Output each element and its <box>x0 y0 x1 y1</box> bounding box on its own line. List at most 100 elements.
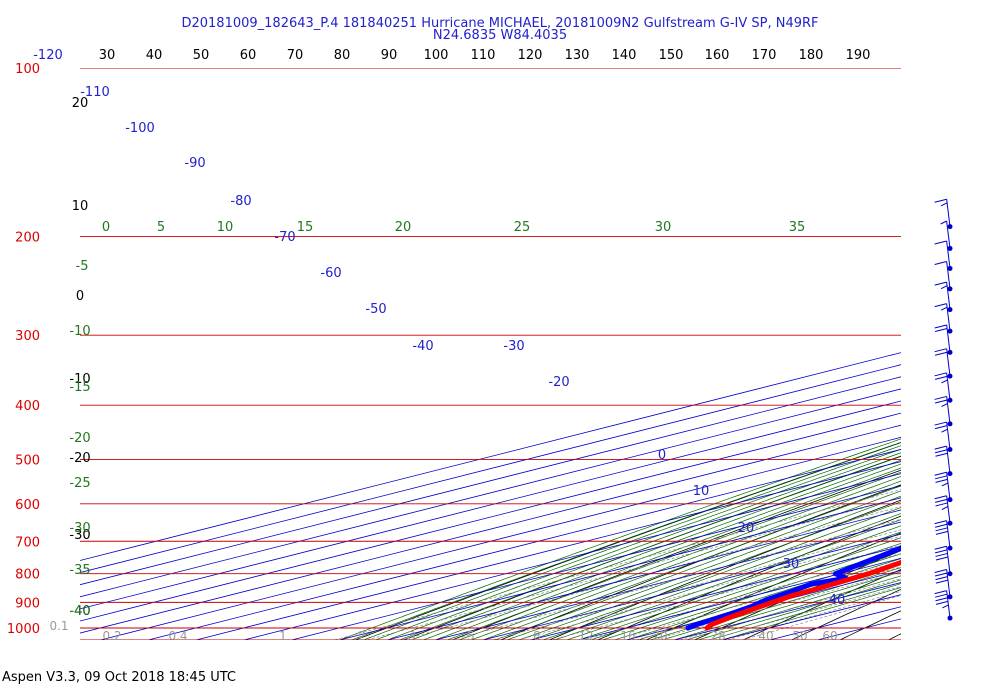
mixing-ratio-label: 0.1 <box>49 619 68 633</box>
wind-barb-feather <box>934 260 947 265</box>
mixing-ratio-label: 20 <box>652 629 667 643</box>
isobars <box>80 68 901 640</box>
mixing-ratio-line <box>679 578 901 640</box>
wind-barb-feather <box>934 303 947 308</box>
wind-barb-staff <box>946 372 951 401</box>
wind-barb <box>934 590 953 621</box>
wind-barb <box>934 495 953 526</box>
wind-barb-feather <box>934 445 947 450</box>
top-axis-label: 170 <box>752 48 777 63</box>
pressure-tick-label: 900 <box>15 596 40 611</box>
isotherm-label: 0 <box>658 448 666 463</box>
moist-adiabats <box>339 438 901 640</box>
wind-barb-feather <box>940 202 948 207</box>
moist-adiabat <box>411 459 901 640</box>
dry-adiabat <box>597 515 901 640</box>
mixing-ratio-line <box>653 571 901 640</box>
moist-adiabat <box>602 542 901 640</box>
mixing-ratio-label: 16 <box>620 629 635 643</box>
moist-adiabat-label: 10 <box>217 220 234 235</box>
moist-adiabat <box>614 548 901 640</box>
mixing-ratio-line <box>742 595 901 640</box>
mixing-ratio-label: 28 <box>710 629 725 643</box>
wind-barb-feather <box>934 351 948 356</box>
moist-adiabat <box>566 525 901 640</box>
wind-barb-feather <box>941 379 948 384</box>
wind-barb-feather <box>934 324 947 329</box>
wind-barb-feather <box>934 498 948 503</box>
wind-barb-feather <box>935 576 948 581</box>
pressure-tick-label: 200 <box>15 231 40 246</box>
mixing-ratio-line <box>727 591 901 640</box>
wind-barb-feather <box>934 372 947 377</box>
wind-barb-feather <box>941 403 948 408</box>
wind-barb-staff <box>946 546 951 574</box>
dry-adiabat-label: 0 <box>76 289 84 304</box>
isotherm <box>80 376 901 586</box>
moist-adiabat <box>542 513 901 640</box>
wind-barb-feather <box>934 475 948 480</box>
mixing-ratio-label: 40 <box>758 629 773 643</box>
pressure-tick-label: 800 <box>15 568 40 583</box>
moist-adiabat <box>507 495 901 640</box>
isotherm-label: 40 <box>829 593 846 608</box>
top-axis-label: 180 <box>799 48 824 63</box>
mixing-ratio-label: 1 <box>279 629 287 643</box>
moist-adiabat-label: 15 <box>297 220 314 235</box>
isotherm-label: -110 <box>80 85 110 100</box>
wind-barb-feather <box>942 604 949 609</box>
isotherm <box>100 436 901 640</box>
dry-adiabat <box>743 568 901 640</box>
wind-barb <box>934 545 953 577</box>
isotherm <box>196 461 901 640</box>
wind-barb-feather <box>935 478 948 483</box>
pressure-tick-label: 700 <box>15 535 40 550</box>
wind-barb-feather <box>934 240 947 245</box>
moist-adiabat-label: 20 <box>395 220 412 235</box>
pressure-tick-label: 400 <box>15 399 40 414</box>
mixing-ratio-label: 8 <box>533 629 541 643</box>
wind-barb <box>934 395 953 427</box>
moist-adiabat-label: -5 <box>76 259 89 274</box>
wind-barb-feather <box>934 425 948 430</box>
wind-barb-feather <box>940 285 948 290</box>
moist-adiabat <box>387 452 901 640</box>
dry-adiabat-label: -30 <box>69 528 90 543</box>
wind-barb-staff <box>946 282 951 310</box>
moist-adiabat <box>483 485 901 640</box>
wind-barb-staff <box>946 495 951 524</box>
isotherm-label: -100 <box>125 121 155 136</box>
isotherm <box>80 364 901 573</box>
isotherm <box>435 521 901 640</box>
wind-barb-feather <box>934 421 947 426</box>
dry-adiabat-label: -10 <box>69 372 90 387</box>
wind-barb-feather <box>941 506 949 510</box>
wind-barb <box>934 303 953 334</box>
moist-adiabat-label: 0 <box>102 220 110 235</box>
wind-barb-feather <box>934 198 947 203</box>
moist-adiabat <box>339 438 901 640</box>
sounding-header-line1: D20181009_182643_P.4 181840251 Hurricane… <box>181 16 819 31</box>
wind-barb-feather <box>934 281 947 286</box>
moist-adiabat <box>363 445 901 640</box>
isotherm <box>148 449 901 640</box>
pressure-tick-label: 500 <box>15 453 40 468</box>
wind-barb-feather <box>935 452 948 457</box>
isotherm-label: -30 <box>503 339 524 354</box>
top-axis-label: 30 <box>99 48 116 63</box>
isotherm <box>80 400 901 610</box>
mixing-ratio-line <box>334 489 901 640</box>
wind-barb-feather <box>934 590 947 595</box>
wind-barb-feather <box>935 502 948 507</box>
wind-barb-feather <box>935 579 949 584</box>
top-axis-label: 100 <box>424 48 449 63</box>
wind-barb-feather <box>934 568 947 573</box>
wind-barb-staff <box>946 520 951 549</box>
isotherm-label: -60 <box>320 266 341 281</box>
isotherm-label: 30 <box>783 557 800 572</box>
sounding-profiles <box>685 545 901 631</box>
wind-barb-feather <box>935 597 948 602</box>
moist-adiabat-label: -35 <box>69 563 90 578</box>
temperature-profile <box>704 559 901 631</box>
